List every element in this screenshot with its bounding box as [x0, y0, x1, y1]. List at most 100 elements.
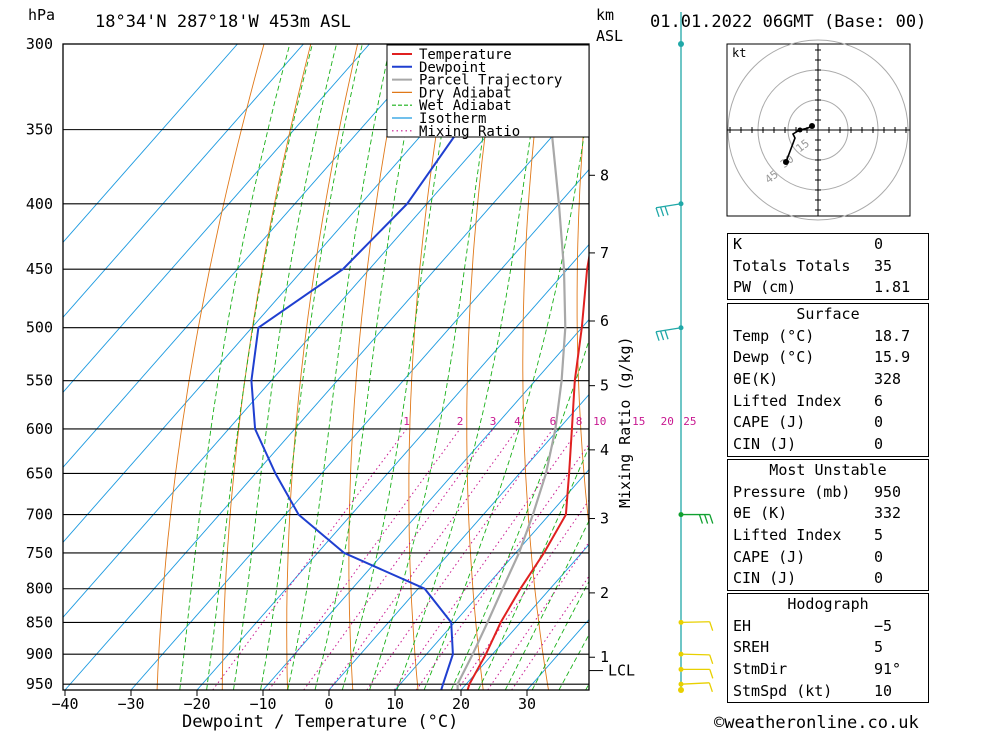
hodograph: kt 153045 [726, 39, 911, 221]
row-label: θE (K) [733, 504, 788, 523]
row-value: 91° [874, 660, 902, 679]
row-value: 0 [874, 435, 884, 454]
dry-adiabat-line [156, 44, 265, 690]
dry-adiabat-line [576, 62, 589, 531]
wind-barb-flag [655, 207, 660, 217]
wind-barb-dot [678, 512, 684, 518]
wind-barb-flag [659, 330, 665, 341]
row-value: −5 [874, 616, 893, 635]
table-title: Hodograph [787, 595, 869, 613]
table-row: θE(K) 328 [728, 369, 928, 391]
copyright-footer: ©weatheronline.co.uk [714, 713, 919, 733]
location-title: 18°34'N 287°18'W 453m ASL [95, 12, 351, 32]
wet-adiabat-line [260, 44, 363, 690]
km-unit-label: km [596, 6, 614, 24]
profile-parcel-trajectory [456, 44, 567, 690]
mixing-ratio-line [487, 541, 589, 690]
table-row: Lifted Index 5 [728, 525, 928, 547]
mixing-ratio-label: 20 [661, 415, 674, 428]
wet-adiabat-line [369, 44, 498, 690]
wind-barb-staff [680, 653, 710, 656]
profile-temperature [466, 252, 589, 690]
table-row: Pressure (mb) 950 [728, 482, 928, 504]
pressure-label-350: 350 [26, 121, 53, 139]
isotherm-line [63, 44, 304, 318]
wind-barb-flag [703, 514, 709, 524]
surface-table: Surface Temp (°C) 18.7 Dewp (°C) 15.9 θE(K) 32… [727, 303, 929, 457]
isotherm-line [196, 243, 589, 690]
row-label: K [733, 235, 743, 253]
row-value: 10 [874, 681, 893, 700]
table-row: EH −5 [728, 616, 928, 638]
table-row: CAPE (J) 0 [728, 547, 928, 569]
isotherm-line [63, 44, 436, 468]
mixing-ratio-line [303, 428, 494, 690]
x-axis-title: Dewpoint / Temperature (°C) [182, 712, 458, 732]
km-tick-label: 5 [600, 377, 609, 395]
km-tick-label: 2 [600, 584, 609, 602]
row-label: Lifted Index [733, 391, 842, 410]
dry-adiabat-line [919, 44, 1000, 690]
mixing-ratio-label: 4 [514, 415, 521, 428]
table-title: Most Unstable [769, 461, 887, 479]
row-value: 0 [874, 569, 884, 588]
mixing-ratio-line [457, 499, 589, 690]
row-value: 5 [874, 638, 884, 657]
pressure-label-950: 950 [26, 675, 53, 693]
row-label: CIN (J) [733, 435, 797, 454]
asl-unit-label: ASL [596, 27, 623, 45]
km-tick-label: 8 [600, 166, 609, 184]
wet-adiabat-line [233, 44, 337, 690]
x-tick-label: −20 [183, 695, 210, 713]
pressure-label-850: 850 [26, 613, 53, 631]
isotherm-line [130, 168, 589, 690]
table-row: CAPE (J) 0 [728, 412, 928, 434]
wind-barb-dot [678, 681, 684, 687]
wind-barb-dot [678, 666, 684, 672]
wind-barb-flag [709, 669, 714, 679]
row-label: Pressure (mb) [733, 482, 851, 501]
wind-barb-flag [664, 206, 669, 216]
isotherm-line [63, 44, 502, 543]
x-tick-label: −10 [249, 695, 276, 713]
dry-adiabat-line [630, 44, 679, 690]
hpa-unit-label: hPa [28, 6, 55, 24]
row-label: Temp (°C) [733, 326, 815, 345]
wind-barb-staff [655, 203, 682, 209]
wind-barb-dot [678, 325, 684, 331]
isotherm-line [460, 543, 589, 690]
mixing-ratio-label: 2 [457, 415, 464, 428]
row-label: EH [733, 616, 752, 635]
mixing-ratio-label: 25 [683, 415, 696, 428]
row-label: CAPE (J) [733, 547, 806, 566]
row-label: CIN (J) [733, 569, 797, 588]
dry-adiabat-line [286, 44, 359, 690]
row-value: 0 [874, 235, 884, 253]
pressure-label-550: 550 [26, 372, 53, 390]
row-value: 0 [874, 547, 884, 566]
row-value: 15.9 [874, 348, 911, 367]
km-tick-label: 3 [600, 510, 609, 528]
table-row: CIN (J) 0 [728, 568, 928, 590]
wet-adiabat-line [341, 44, 458, 690]
x-tick-label: 0 [324, 695, 333, 713]
legend-label: Temperature [419, 47, 512, 63]
sounding-profiles [250, 44, 589, 690]
wind-barb-flag [709, 654, 714, 665]
x-tick-label: −40 [51, 695, 78, 713]
wind-barb-staff [680, 621, 710, 624]
wind-barb-dot [678, 619, 684, 625]
dry-adiabat-line [348, 44, 405, 690]
km-tick-label: 4 [600, 441, 609, 459]
mixing-ratio-axis-title: Mixing Ratio (g/kg) [616, 336, 634, 508]
dry-adiabat-line [966, 44, 1000, 690]
row-label: Dewp (°C) [733, 348, 815, 367]
row-label: StmSpd (kt) [733, 681, 833, 700]
hodograph-ring-label: 45 [762, 168, 780, 186]
km-tick-label: 6 [600, 312, 609, 330]
datetime-title: 01.01.2022 06GMT (Base: 00) [650, 12, 926, 32]
wind-barb-staff [680, 682, 710, 685]
